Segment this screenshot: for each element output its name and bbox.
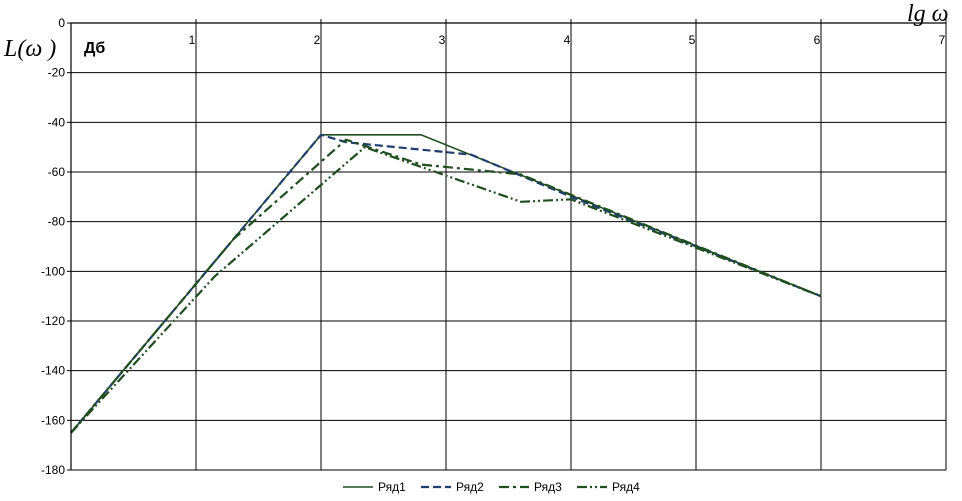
series-line-3 (70, 138, 822, 434)
x-tick-label: 2 (314, 33, 321, 47)
x-tick-label: 3 (439, 33, 446, 47)
x-axis-label: lg ω (907, 1, 949, 27)
series-lines (70, 133, 822, 434)
legend-label-1: Ряд1 (378, 480, 406, 494)
axes (67, 19, 947, 471)
legend-label-3: Ряд3 (534, 480, 562, 494)
x-tick-label: 5 (689, 33, 696, 47)
legend-label-4: Ряд4 (612, 480, 640, 494)
y-tick-label: -120 (41, 314, 65, 328)
legend-label-2: Ряд2 (456, 480, 484, 494)
series-line-4 (70, 145, 822, 434)
y-tick-label: -180 (41, 463, 65, 477)
y-axis-label: L(ω ) (3, 36, 56, 62)
x-tick-label: 1 (189, 33, 196, 47)
unit-label: Дб (84, 40, 105, 57)
tick-labels: 0 -20 -40 -60 -80 -100 -120 -140 -160 -180 1 2 3 4 5 6 7 (41, 16, 946, 477)
legend: Ряд1 Ряд2 Ряд3 Ряд4 (343, 480, 640, 494)
series-line-2 (70, 133, 822, 434)
y-tick-label: -60 (48, 165, 66, 179)
x-tick-label: 7 (939, 33, 946, 47)
y-tick-label: -20 (48, 66, 66, 80)
y-tick-label: 0 (58, 16, 65, 30)
x-tick-label: 6 (814, 33, 821, 47)
y-tick-label: -100 (41, 264, 65, 278)
x-tick-label: 4 (564, 33, 571, 47)
y-tick-label: -40 (48, 115, 66, 129)
y-tick-label: -160 (41, 413, 65, 427)
y-tick-label: -140 (41, 364, 65, 378)
y-tick-label: -80 (48, 215, 66, 229)
grid (71, 22, 947, 470)
